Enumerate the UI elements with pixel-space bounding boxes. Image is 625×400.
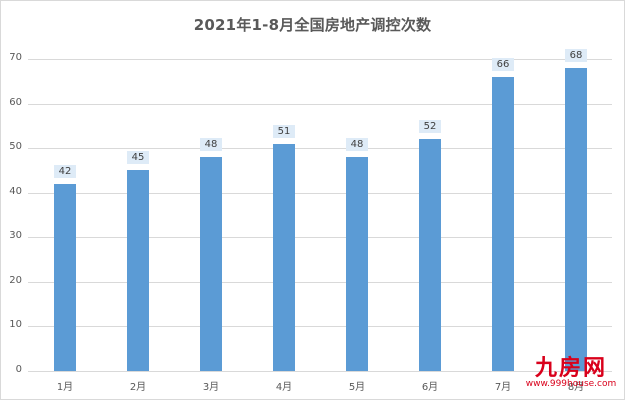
watermark: 九房网 www.999house.com: [520, 357, 622, 390]
bar: [492, 77, 514, 371]
data-label: 42: [54, 165, 76, 178]
gridline: [28, 104, 612, 105]
bar: [200, 157, 222, 371]
y-tick-label: 40: [9, 186, 22, 197]
y-tick-label: 70: [9, 52, 22, 63]
gridline: [28, 282, 612, 283]
gridline: [28, 237, 612, 238]
gridline: [28, 193, 612, 194]
y-tick-label: 30: [9, 230, 22, 241]
y-tick-label: 60: [9, 97, 22, 108]
bar: [565, 68, 587, 371]
bar: [127, 170, 149, 371]
bar: [54, 184, 76, 371]
data-label: 48: [200, 138, 222, 151]
x-tick-label: 5月: [348, 382, 366, 393]
y-tick-label: 50: [9, 141, 22, 152]
watermark-url: www.999house.com: [525, 379, 617, 389]
gridline: [28, 148, 612, 149]
x-tick-label: 6月: [421, 382, 439, 393]
gridline: [28, 326, 612, 327]
bar: [273, 144, 295, 371]
x-tick-label: 2月: [129, 382, 147, 393]
watermark-logo: 九房网: [534, 355, 607, 381]
x-tick-label: 3月: [202, 382, 220, 393]
gridline: [28, 59, 612, 60]
data-label: 66: [492, 58, 514, 71]
x-tick-label: 7月: [494, 382, 512, 393]
data-label: 48: [346, 138, 368, 151]
data-label: 68: [565, 49, 587, 62]
x-tick-label: 8月: [567, 382, 585, 393]
bar: [346, 157, 368, 371]
x-tick-label: 4月: [275, 382, 293, 393]
x-tick-label: 1月: [56, 382, 74, 393]
data-label: 51: [273, 125, 295, 138]
data-label: 52: [419, 120, 441, 133]
data-label: 45: [127, 151, 149, 164]
y-tick-label: 0: [15, 364, 22, 375]
x-axis-line: [28, 371, 612, 372]
chart-title: 2021年1-8月全国房地产调控次数: [193, 16, 432, 34]
y-tick-label: 10: [9, 319, 22, 330]
bar: [419, 139, 441, 371]
y-tick-label: 20: [9, 275, 22, 286]
